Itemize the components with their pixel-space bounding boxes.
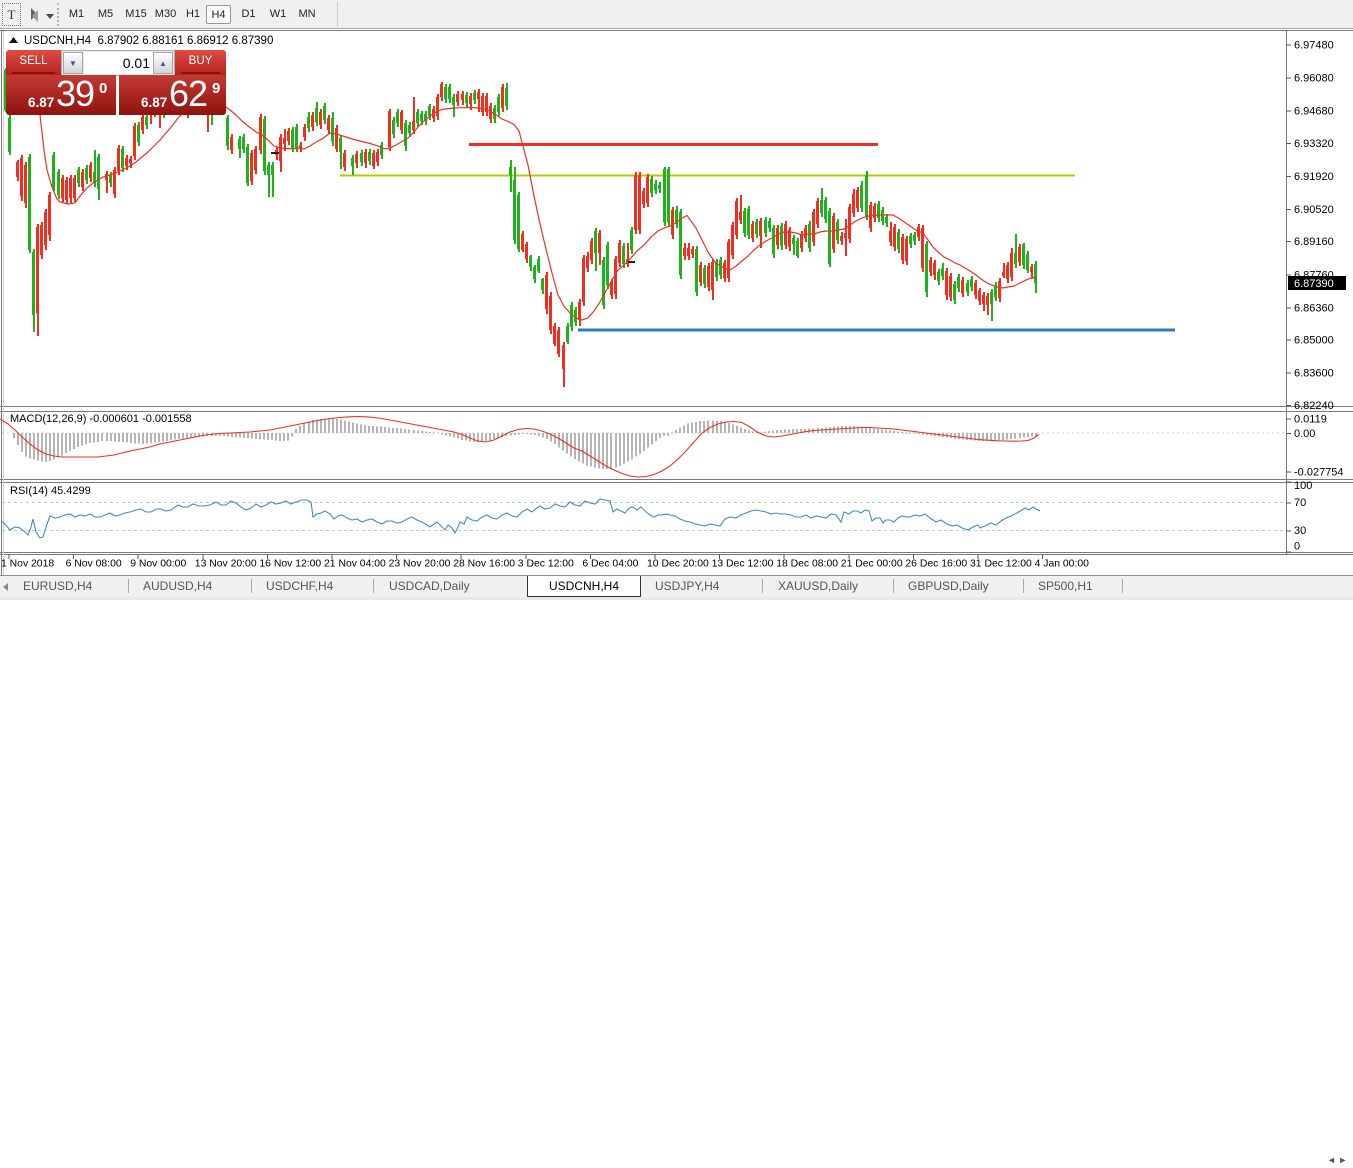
svg-text:6 Nov 08:00: 6 Nov 08:00 — [66, 559, 122, 570]
svg-text:0.00: 0.00 — [1294, 428, 1315, 440]
svg-text:6.91920: 6.91920 — [1294, 171, 1334, 183]
svg-text:MACD(12,26,9) -0.000601 -0.001: MACD(12,26,9) -0.000601 -0.001558 — [10, 413, 192, 425]
svg-text:18 Dec 08:00: 18 Dec 08:00 — [776, 559, 838, 570]
svg-text:6.89160: 6.89160 — [1294, 236, 1334, 248]
svg-text:6.90520: 6.90520 — [1294, 204, 1334, 216]
svg-text:28 Nov 16:00: 28 Nov 16:00 — [453, 559, 515, 570]
svg-text:6 Dec 04:00: 6 Dec 04:00 — [582, 559, 638, 570]
svg-text:USDCNH,H4 6.87902 6.88161 6.8: USDCNH,H4 6.87902 6.88161 6.86912 6.8739… — [24, 35, 273, 47]
svg-text:16 Nov 12:00: 16 Nov 12:00 — [259, 559, 321, 570]
svg-text:1 Nov 2018: 1 Nov 2018 — [1, 559, 54, 570]
svg-text:0.0119: 0.0119 — [1294, 414, 1327, 426]
svg-text:-0.027754: -0.027754 — [1294, 467, 1344, 479]
svg-text:9 Nov 00:00: 9 Nov 00:00 — [130, 559, 186, 570]
svg-text:26 Dec 16:00: 26 Dec 16:00 — [905, 559, 967, 570]
svg-text:100: 100 — [1294, 480, 1312, 492]
svg-text:6.87390: 6.87390 — [1294, 278, 1334, 290]
svg-text:3 Dec 12:00: 3 Dec 12:00 — [518, 559, 574, 570]
svg-text:70: 70 — [1294, 497, 1306, 509]
svg-text:13 Nov 20:00: 13 Nov 20:00 — [195, 559, 257, 570]
svg-text:0: 0 — [1294, 541, 1300, 553]
svg-text:6.97480: 6.97480 — [1294, 40, 1334, 52]
svg-text:RSI(14) 45.4299: RSI(14) 45.4299 — [10, 485, 91, 497]
svg-text:30: 30 — [1294, 525, 1306, 537]
svg-text:6.82240: 6.82240 — [1294, 400, 1334, 412]
svg-text:21 Dec 00:00: 21 Dec 00:00 — [841, 559, 903, 570]
svg-text:23 Nov 20:00: 23 Nov 20:00 — [389, 559, 451, 570]
svg-text:21 Nov 04:00: 21 Nov 04:00 — [324, 559, 386, 570]
svg-text:6.93320: 6.93320 — [1294, 138, 1334, 150]
svg-text:6.85000: 6.85000 — [1294, 335, 1334, 347]
svg-text:6.96080: 6.96080 — [1294, 73, 1334, 85]
svg-text:6.83600: 6.83600 — [1294, 368, 1334, 380]
svg-text:6.86360: 6.86360 — [1294, 302, 1334, 314]
svg-text:10 Dec 20:00: 10 Dec 20:00 — [647, 559, 709, 570]
svg-text:31 Dec 12:00: 31 Dec 12:00 — [970, 559, 1032, 570]
svg-text:13 Dec 12:00: 13 Dec 12:00 — [712, 559, 774, 570]
svg-text:4 Jan 00:00: 4 Jan 00:00 — [1035, 559, 1090, 570]
svg-text:6.94680: 6.94680 — [1294, 106, 1334, 118]
